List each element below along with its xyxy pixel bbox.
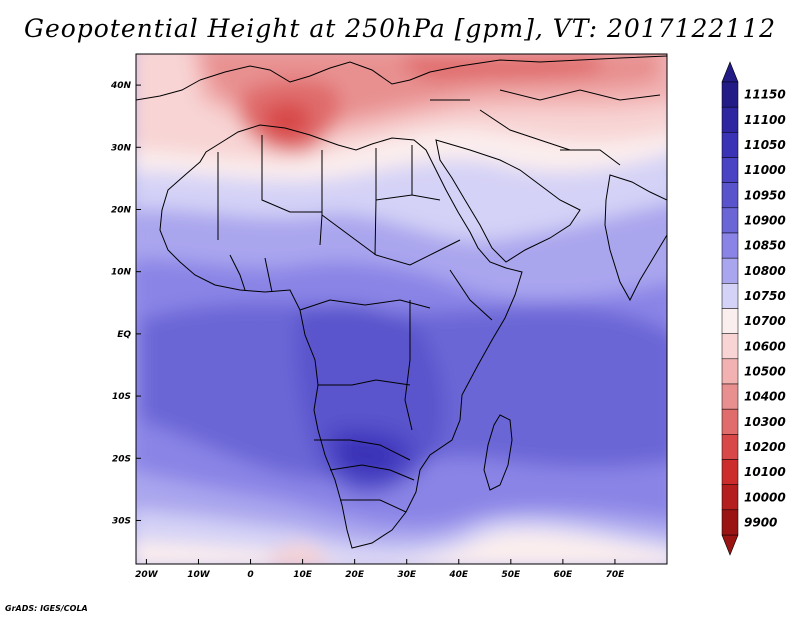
colorbar-label: 11000 [744, 163, 786, 177]
colorbar-swatch [721, 459, 739, 485]
colorbar-swatch [721, 106, 739, 133]
colorbar-label: 10300 [744, 415, 786, 429]
lon-tick-label: 10E [293, 570, 313, 580]
map-title: Geopotential Height at 250hPa [gpm], VT:… [23, 14, 777, 43]
colorbar-label: 10600 [744, 339, 786, 353]
footer-credit: GrADS: IGES/COLA [5, 604, 88, 613]
colorbar-label: 10850 [744, 239, 786, 253]
colorbar-swatch [721, 333, 739, 360]
height-field [136, 54, 667, 564]
lon-tick-label: 50E [501, 570, 521, 580]
colorbar-label: 10800 [744, 264, 786, 278]
lon-tick-label: 70E [606, 570, 626, 580]
colorbar-swatch [721, 182, 739, 209]
colorbar-swatch [721, 358, 739, 385]
colorbar: 11150 11100 11050 11000 10950 10900 10850 10800… [721, 61, 786, 556]
lon-tick-label: 60E [554, 570, 574, 580]
colorbar-label: 10950 [744, 188, 786, 202]
colorbar-label: 10700 [744, 314, 786, 328]
colorbar-swatch [721, 157, 739, 183]
colorbar-swatch [721, 509, 739, 536]
colorbar-swatch [721, 257, 739, 284]
colorbar-label: 11050 [744, 138, 786, 152]
colorbar-label: 10000 [744, 490, 786, 504]
lat-tick-label: 30N [111, 143, 132, 153]
coastlines [136, 55, 667, 549]
colorbar-swatch [721, 484, 739, 511]
colorbar-label: 9900 [744, 515, 777, 529]
colorbar-swatch [721, 383, 739, 410]
lon-tick-label: 40E [448, 570, 469, 580]
colorbar-label: 10100 [744, 465, 786, 479]
colorbar-label: 10750 [744, 289, 786, 303]
lat-tick-label: 20S [112, 454, 131, 464]
plot-frame [135, 53, 668, 565]
latitude-axis: 40N 30N 20N 10N EQ 10S 20S 30S [110, 81, 141, 526]
lon-tick-label: 20E [345, 570, 365, 580]
colorbar-bottom-arrow [721, 534, 739, 556]
colorbar-swatch [721, 408, 739, 435]
lat-tick-label: 30S [112, 516, 131, 526]
colorbar-label: 11150 [744, 88, 786, 102]
colorbar-swatch [721, 81, 739, 108]
colorbar-swatch [721, 232, 739, 259]
longitude-axis: 20W 10W 0 10E 20E 30E 40E 50E 60E 70E [135, 559, 625, 580]
lat-tick-label: 10N [111, 268, 132, 278]
colorbar-swatch [721, 308, 739, 334]
lat-tick-label: 40N [110, 81, 132, 91]
lon-tick-label: 30E [397, 570, 417, 580]
colorbar-label: 10500 [744, 364, 786, 378]
colorbar-swatch [721, 132, 739, 158]
lon-tick-label: 10W [187, 570, 211, 580]
lon-tick-label: 20W [135, 570, 159, 580]
colorbar-swatch [721, 283, 739, 309]
lat-tick-label: 10S [112, 392, 131, 402]
colorbar-swatch [721, 434, 739, 460]
colorbar-label: 10400 [744, 390, 786, 404]
lon-tick-label: 0 [247, 570, 253, 580]
colorbar-label: 10200 [744, 440, 786, 454]
colorbar-swatch [721, 207, 739, 234]
colorbar-top-arrow [721, 61, 739, 83]
lat-tick-label: EQ [117, 330, 131, 340]
colorbar-label: 11100 [744, 113, 786, 127]
colorbar-label: 10900 [744, 213, 786, 227]
lat-tick-label: 20N [111, 205, 132, 215]
